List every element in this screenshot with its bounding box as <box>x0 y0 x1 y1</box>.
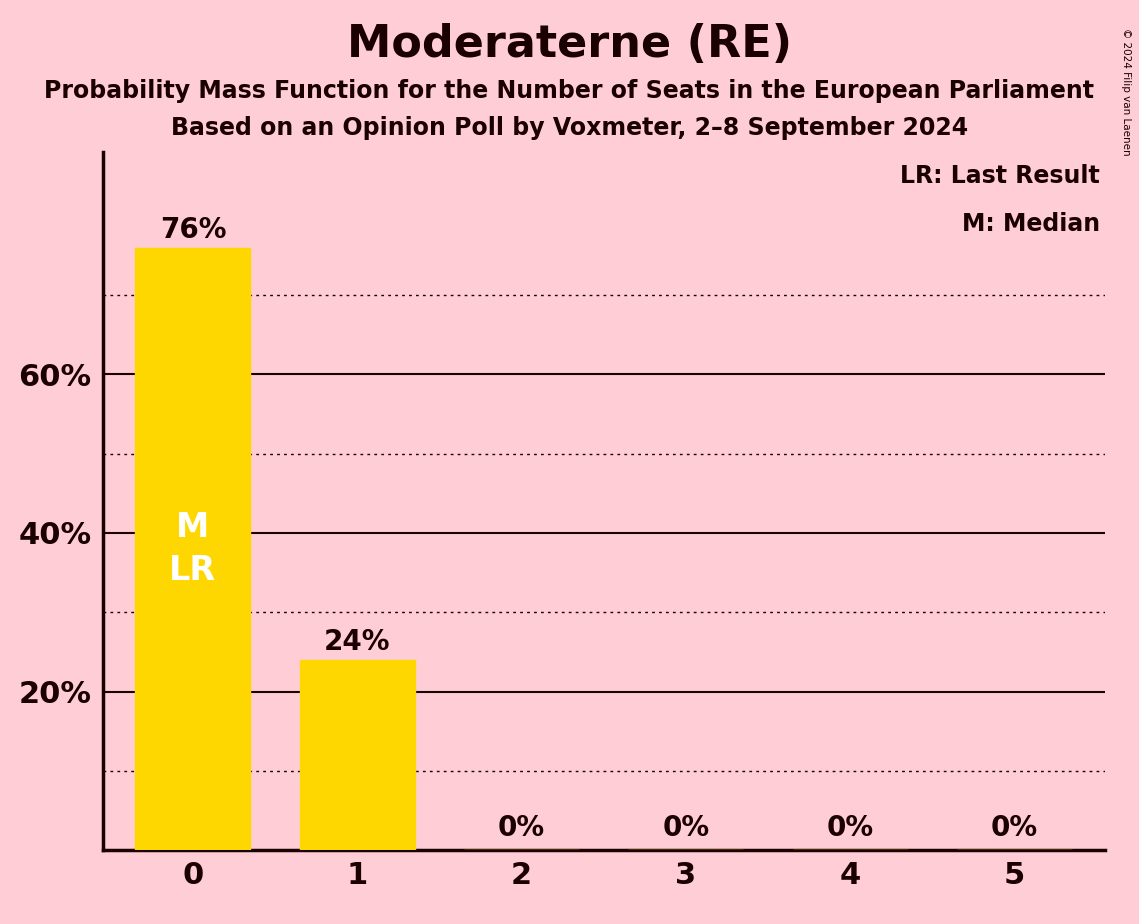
Text: Probability Mass Function for the Number of Seats in the European Parliament: Probability Mass Function for the Number… <box>44 79 1095 103</box>
Text: 24%: 24% <box>323 627 391 656</box>
Text: 0%: 0% <box>498 814 546 842</box>
Text: 76%: 76% <box>159 215 227 244</box>
Text: LR: Last Result: LR: Last Result <box>900 164 1100 188</box>
Text: 0%: 0% <box>662 814 710 842</box>
Bar <box>300 660 415 850</box>
Bar <box>136 248 251 850</box>
Text: 0%: 0% <box>827 814 874 842</box>
Text: © 2024 Filip van Laenen: © 2024 Filip van Laenen <box>1121 28 1131 155</box>
Text: M
LR: M LR <box>170 511 216 587</box>
Text: 0%: 0% <box>991 814 1038 842</box>
Text: Based on an Opinion Poll by Voxmeter, 2–8 September 2024: Based on an Opinion Poll by Voxmeter, 2–… <box>171 116 968 140</box>
Text: Moderaterne (RE): Moderaterne (RE) <box>347 23 792 67</box>
Text: M: Median: M: Median <box>961 212 1100 236</box>
